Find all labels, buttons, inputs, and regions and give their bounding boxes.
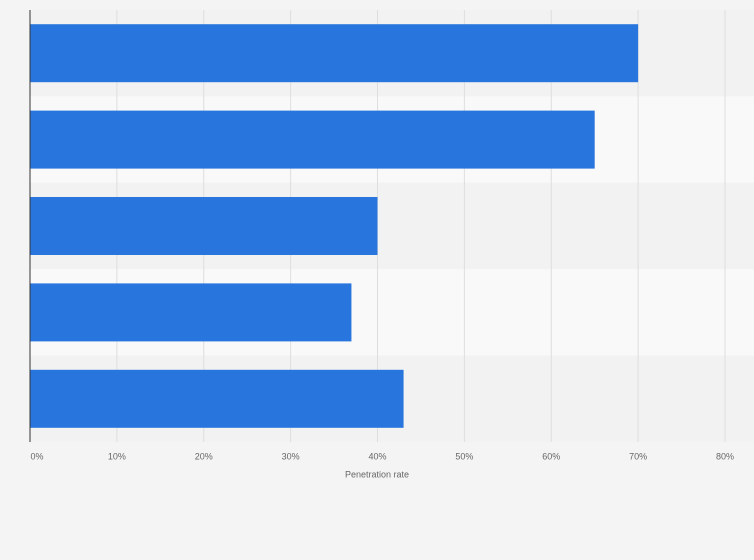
x-tick-label: 60%	[542, 451, 560, 461]
x-tick-label: 20%	[195, 451, 213, 461]
bar	[30, 110, 595, 169]
x-tick-label: 0%	[30, 451, 43, 461]
bar	[30, 283, 352, 342]
bar	[30, 369, 404, 428]
bar	[30, 24, 639, 83]
x-tick-label: 50%	[455, 451, 473, 461]
x-tick-label: 30%	[282, 451, 300, 461]
x-tick-label: 80%	[716, 451, 734, 461]
x-tick-label: 10%	[108, 451, 126, 461]
x-tick-label: 70%	[629, 451, 647, 461]
x-axis-label: Penetration rate	[345, 469, 409, 479]
bar	[30, 197, 378, 255]
x-tick-label: 40%	[368, 451, 386, 461]
marks	[30, 24, 639, 428]
